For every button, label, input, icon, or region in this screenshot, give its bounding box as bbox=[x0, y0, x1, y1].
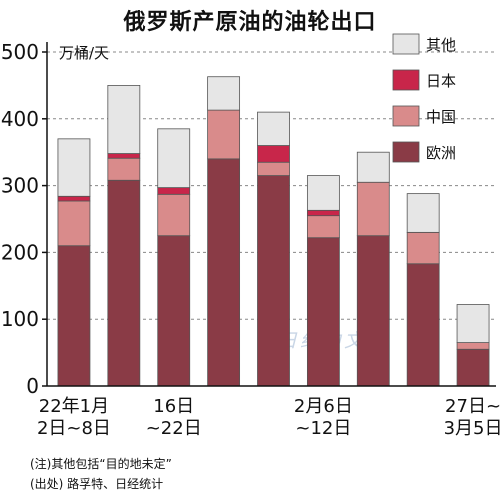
legend-label-japan: 日本 bbox=[426, 72, 456, 90]
bar-segment-europe bbox=[456, 348, 490, 387]
bar-segment-china bbox=[157, 193, 191, 237]
bar-segment-japan bbox=[306, 209, 340, 217]
y-axis-unit-label: 万桶/天 bbox=[59, 44, 109, 62]
y-tick-label: 200 bbox=[1, 240, 39, 264]
bars bbox=[57, 76, 490, 387]
bar-segment-europe bbox=[406, 263, 440, 387]
legend-swatch-china bbox=[392, 105, 420, 127]
bar-segment-china bbox=[207, 109, 241, 160]
bar-segment-japan bbox=[157, 187, 191, 195]
bar-segment-japan bbox=[107, 153, 141, 159]
y-tick-label: 400 bbox=[1, 107, 39, 131]
bar-segment-china bbox=[257, 161, 290, 176]
y-tick-label: 0 bbox=[26, 374, 39, 398]
y-axis-ticks: 0 100 200 300 400 500 bbox=[1, 40, 47, 398]
chart-title: 俄罗斯产原油的油轮出口 bbox=[123, 10, 377, 35]
footnote: (注)其他包括“目的地未定” bbox=[30, 457, 172, 471]
y-tick-label: 100 bbox=[1, 307, 39, 331]
y-tick-label: 300 bbox=[1, 174, 39, 198]
x-tick-label: 2月6日~12日 bbox=[294, 396, 353, 439]
legend-label-china: 中国 bbox=[426, 108, 456, 126]
x-axis-tick-labels: 22年1月 2日~8日 16日~22日 2月6日~12日 27日~ 3月5日 bbox=[37, 396, 500, 439]
bar-segment-china bbox=[57, 200, 91, 247]
bar-segment-europe bbox=[306, 237, 340, 387]
bar-segment-europe bbox=[57, 245, 91, 387]
legend-label-europe: 欧洲 bbox=[426, 144, 456, 162]
bar-segment-europe bbox=[356, 235, 390, 387]
bar-segment-other bbox=[57, 138, 91, 197]
x-tick-label: 27日~ 3月5日 bbox=[444, 396, 500, 439]
bar-segment-europe bbox=[257, 175, 290, 387]
bar-segment-china bbox=[306, 215, 340, 239]
bar-segment-europe bbox=[157, 235, 191, 387]
bar-segment-other bbox=[456, 304, 490, 343]
bar-segment-europe bbox=[207, 158, 241, 387]
source-note: (出处) 路孚特、日经统计 bbox=[30, 477, 164, 491]
x-tick-label: 22年1月 2日~8日 bbox=[37, 396, 111, 439]
bar-segment-china bbox=[107, 157, 141, 181]
bar-segment-japan bbox=[57, 195, 91, 202]
legend-swatch-europe bbox=[392, 141, 420, 163]
bar-segment-china bbox=[456, 342, 490, 350]
bar-segment-europe bbox=[107, 179, 141, 387]
y-tick-label: 500 bbox=[1, 40, 39, 64]
legend-label-other: 其他 bbox=[426, 36, 456, 54]
x-tick-label: 16日~22日 bbox=[146, 396, 202, 439]
bar-segment-other bbox=[207, 76, 241, 111]
bar-segment-other bbox=[406, 193, 440, 233]
bar-segment-other bbox=[257, 111, 290, 146]
bar-segment-china bbox=[406, 231, 440, 265]
bar-segment-china bbox=[356, 181, 390, 237]
legend-swatch-japan bbox=[392, 69, 420, 91]
bar-segment-other bbox=[306, 175, 340, 211]
bar-segment-other bbox=[157, 128, 191, 189]
bar-segment-japan bbox=[257, 145, 290, 163]
bar-segment-other bbox=[107, 85, 141, 154]
legend-swatch-other bbox=[392, 33, 420, 55]
bar-segment-other bbox=[356, 151, 390, 183]
